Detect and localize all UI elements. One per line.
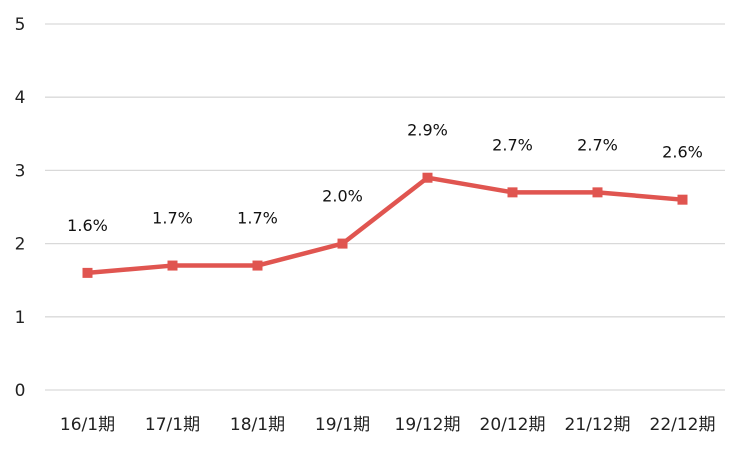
x-tick-label: 18/1期 xyxy=(230,415,285,435)
data-label: 2.6% xyxy=(662,143,703,162)
x-tick-label: 22/12期 xyxy=(650,415,716,435)
data-label: 1.6% xyxy=(67,216,108,235)
x-tick-label: 19/1期 xyxy=(315,415,370,435)
data-point-marker xyxy=(252,260,263,271)
data-label: 2.9% xyxy=(407,121,448,140)
series-line-group xyxy=(85,175,685,276)
x-tick-label: 21/12期 xyxy=(565,415,631,435)
series-line xyxy=(85,175,685,276)
data-point-marker xyxy=(677,194,688,205)
y-axis-tick-labels: 0 1 2 3 4 5 xyxy=(15,15,26,401)
y-tick-label: 2 xyxy=(15,235,26,255)
data-label: 1.7% xyxy=(152,209,193,228)
y-tick-label: 0 xyxy=(15,381,26,401)
x-tick-label: 16/1期 xyxy=(60,415,115,435)
data-label: 2.0% xyxy=(322,187,363,206)
grid-lines xyxy=(45,23,725,391)
data-point-markers xyxy=(82,172,688,278)
x-tick-label: 19/12期 xyxy=(395,415,461,435)
data-point-marker xyxy=(337,238,348,249)
data-point-marker xyxy=(507,187,518,198)
data-label: 1.7% xyxy=(237,209,278,228)
y-tick-label: 3 xyxy=(15,161,26,181)
y-tick-label: 4 xyxy=(15,88,26,108)
y-tick-label: 5 xyxy=(15,15,26,35)
data-point-marker xyxy=(422,172,433,183)
data-label: 2.7% xyxy=(577,135,618,154)
y-tick-label: 1 xyxy=(15,308,26,328)
data-point-marker xyxy=(592,187,603,198)
x-tick-label: 17/1期 xyxy=(145,415,200,435)
data-labels: 1.6% 1.7% 1.7% 2.0% 2.9% 2.7% 2.7% 2.6% xyxy=(67,121,703,235)
x-tick-label: 20/12期 xyxy=(480,415,546,435)
data-point-marker xyxy=(167,260,178,271)
x-axis-tick-labels: 16/1期 17/1期 18/1期 19/1期 19/12期 20/12期 21/12期 22… xyxy=(60,415,716,435)
data-point-marker xyxy=(82,267,93,278)
data-label: 2.7% xyxy=(492,135,533,154)
